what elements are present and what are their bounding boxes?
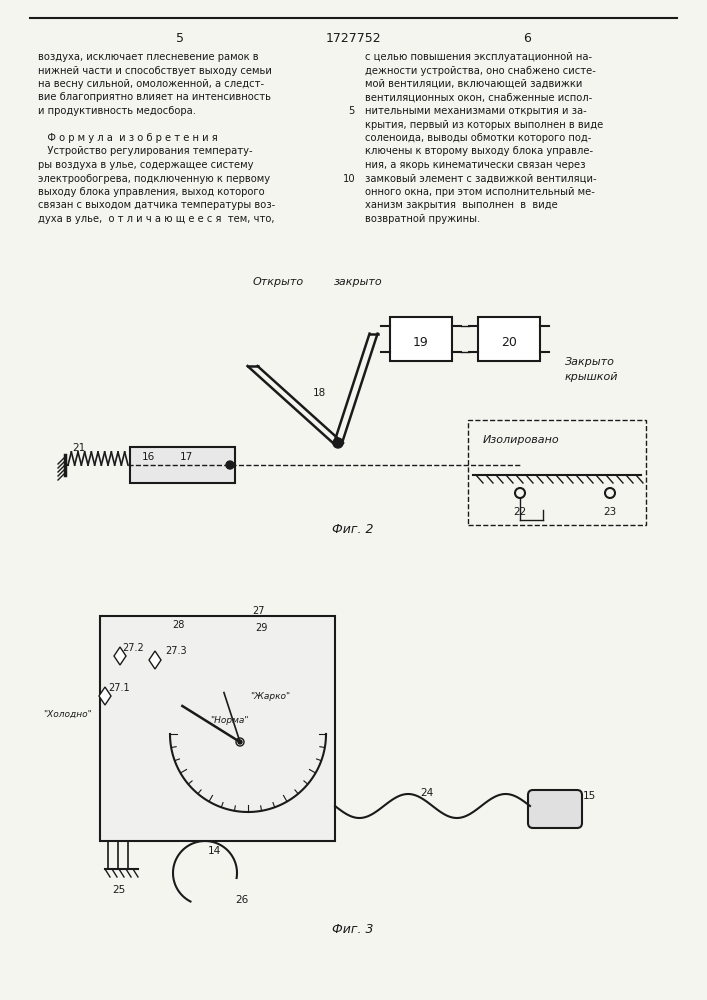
Polygon shape [99,687,111,705]
Text: вентиляционных окон, снабженные испол-: вентиляционных окон, снабженные испол- [365,93,592,103]
Text: "Жарко": "Жарко" [250,692,290,701]
Bar [468,420,646,525]
Text: 25: 25 [112,885,125,895]
Bar [478,317,540,361]
Text: 21: 21 [72,443,86,453]
Text: нижней части и способствует выходу семьи: нижней части и способствует выходу семьи [38,66,272,76]
Circle shape [226,461,234,469]
Text: 18: 18 [312,388,326,398]
Text: "Холодно": "Холодно" [43,710,92,719]
Text: дежности устройства, оно снабжено систе-: дежности устройства, оно снабжено систе- [365,66,596,76]
FancyBboxPatch shape [528,790,582,828]
Text: 10: 10 [342,174,355,184]
Circle shape [238,740,242,744]
Text: 23: 23 [603,507,617,517]
Text: Открыто: Открыто [252,277,303,287]
Text: Фиг. 3: Фиг. 3 [332,923,374,936]
Polygon shape [149,651,161,669]
Text: духа в улье,  о т л и ч а ю щ е е с я  тем, что,: духа в улье, о т л и ч а ю щ е е с я тем… [38,214,274,224]
Text: 19: 19 [413,336,429,350]
Text: онного окна, при этом исполнительный ме-: онного окна, при этом исполнительный ме- [365,187,595,197]
Text: 17: 17 [180,452,193,462]
Text: возвратной пружины.: возвратной пружины. [365,214,480,224]
Text: ры воздуха в улье, содержащее систему: ры воздуха в улье, содержащее систему [38,160,254,170]
Text: Ф о р м у л а  и з о б р е т е н и я: Ф о р м у л а и з о б р е т е н и я [38,133,218,143]
Text: ханизм закрытия  выполнен  в  виде: ханизм закрытия выполнен в виде [365,200,558,211]
Circle shape [333,438,343,448]
Text: 16: 16 [142,452,156,462]
Text: крытия, первый из которых выполнен в виде: крытия, первый из которых выполнен в вид… [365,119,603,129]
Text: с целью повышения эксплуатационной на-: с целью повышения эксплуатационной на- [365,52,592,62]
Text: 27.3: 27.3 [165,646,187,656]
Bar [130,447,235,483]
Text: воздуха, исключает плесневение рамок в: воздуха, исключает плесневение рамок в [38,52,259,62]
Text: Изолировано: Изолировано [483,435,560,445]
Text: нительными механизмами открытия и за-: нительными механизмами открытия и за- [365,106,587,116]
Text: 27.1: 27.1 [108,683,129,693]
Text: вие благоприятно влияет на интенсивность: вие благоприятно влияет на интенсивность [38,93,271,103]
Text: 5: 5 [176,32,184,45]
Text: выходу блока управления, выход которого: выходу блока управления, выход которого [38,187,264,197]
Text: "Норма": "Норма" [210,716,248,725]
Text: ключены к второму выходу блока управле-: ключены к второму выходу блока управле- [365,146,593,156]
Text: и продуктивность медосбора.: и продуктивность медосбора. [38,106,196,116]
Text: ния, а якорь кинематически связан через: ния, а якорь кинематически связан через [365,160,585,170]
Text: на весну сильной, омоложенной, а следст-: на весну сильной, омоложенной, а следст- [38,79,264,89]
Text: 14: 14 [208,846,221,856]
Bar [390,317,452,361]
Text: замковый элемент с задвижкой вентиляци-: замковый элемент с задвижкой вентиляци- [365,174,597,184]
Text: 1727752: 1727752 [325,32,381,45]
Text: 15: 15 [583,791,596,801]
Text: 27: 27 [252,606,264,616]
Polygon shape [114,647,126,665]
Text: 24: 24 [420,788,433,798]
Circle shape [236,738,244,746]
Text: 20: 20 [501,336,517,350]
Text: соленоида, выводы обмотки которого под-: соленоида, выводы обмотки которого под- [365,133,591,143]
Text: 29: 29 [255,623,267,633]
Text: 28: 28 [172,620,185,630]
Text: Закрыто: Закрыто [565,357,615,367]
Text: электрообогрева, подключенную к первому: электрообогрева, подключенную к первому [38,174,270,184]
Text: 26: 26 [235,895,248,905]
Text: закрыто: закрыто [334,277,382,287]
Text: 6: 6 [523,32,531,45]
Text: 5: 5 [349,106,355,116]
Text: крышкой: крышкой [565,372,619,382]
Text: 22: 22 [513,507,526,517]
Bar [100,616,335,841]
Text: 27.2: 27.2 [122,643,144,653]
Text: Фиг. 2: Фиг. 2 [332,523,374,536]
Text: мой вентиляции, включающей задвижки: мой вентиляции, включающей задвижки [365,79,583,89]
Text: Устройство регулирования температу-: Устройство регулирования температу- [38,146,252,156]
Text: связан с выходом датчика температуры воз-: связан с выходом датчика температуры воз… [38,200,275,211]
